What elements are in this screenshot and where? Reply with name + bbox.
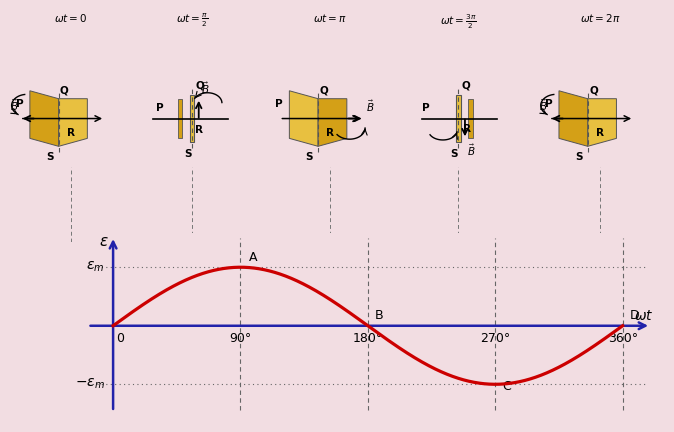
Polygon shape (456, 95, 460, 143)
Text: $\omega t=0$: $\omega t=0$ (54, 12, 88, 24)
Text: $\vec{B}$: $\vec{B}$ (10, 98, 19, 113)
Polygon shape (178, 98, 182, 138)
Text: P: P (275, 99, 282, 109)
Text: Q: Q (589, 86, 598, 96)
Text: S: S (576, 152, 583, 162)
Text: P: P (156, 103, 163, 113)
Text: S: S (47, 152, 54, 162)
Text: $-\varepsilon_m$: $-\varepsilon_m$ (75, 377, 104, 391)
Text: R: R (67, 128, 75, 138)
Text: $\omega t=\frac{3\pi}{2}$: $\omega t=\frac{3\pi}{2}$ (440, 12, 477, 31)
Text: 360°: 360° (607, 332, 638, 345)
Text: A: A (249, 251, 257, 264)
Text: Q: Q (462, 81, 470, 91)
Text: $\omega t=\pi$: $\omega t=\pi$ (313, 12, 347, 24)
Text: $\vec{B}$: $\vec{B}$ (201, 81, 210, 96)
Text: P: P (16, 99, 23, 109)
Text: D: D (630, 309, 640, 322)
Text: $\varepsilon$: $\varepsilon$ (99, 235, 109, 249)
Text: $\vec{B}$: $\vec{B}$ (365, 98, 374, 114)
Text: R: R (195, 125, 204, 136)
Text: P: P (545, 99, 552, 109)
Text: Q: Q (60, 86, 69, 96)
Text: $\omega t$: $\omega t$ (634, 309, 654, 324)
Text: 180°: 180° (353, 332, 383, 345)
Polygon shape (559, 91, 588, 146)
Text: S: S (184, 149, 191, 159)
Polygon shape (289, 91, 318, 146)
Polygon shape (59, 98, 88, 146)
Polygon shape (588, 98, 617, 146)
Text: R: R (596, 128, 604, 138)
Text: $\varepsilon_m$: $\varepsilon_m$ (86, 260, 104, 274)
Text: $\vec{B}$: $\vec{B}$ (467, 143, 476, 158)
Text: B: B (375, 309, 384, 322)
Polygon shape (318, 98, 347, 146)
Text: S: S (306, 152, 313, 162)
Text: R: R (326, 128, 334, 138)
Text: $\omega t=\frac{\pi}{2}$: $\omega t=\frac{\pi}{2}$ (176, 12, 208, 29)
Polygon shape (468, 98, 472, 138)
Text: C: C (502, 380, 511, 393)
Text: $\vec{B}$: $\vec{B}$ (539, 98, 548, 113)
Polygon shape (190, 95, 194, 143)
Text: 0: 0 (116, 332, 124, 345)
Text: Q: Q (195, 81, 204, 91)
Text: P: P (422, 103, 429, 113)
Text: 90°: 90° (229, 332, 251, 345)
Polygon shape (30, 91, 59, 146)
Text: S: S (450, 149, 458, 159)
Text: $\omega t=2\pi$: $\omega t=2\pi$ (580, 12, 620, 24)
Text: R: R (463, 124, 470, 134)
Text: Q: Q (319, 86, 328, 96)
Text: 270°: 270° (480, 332, 510, 345)
